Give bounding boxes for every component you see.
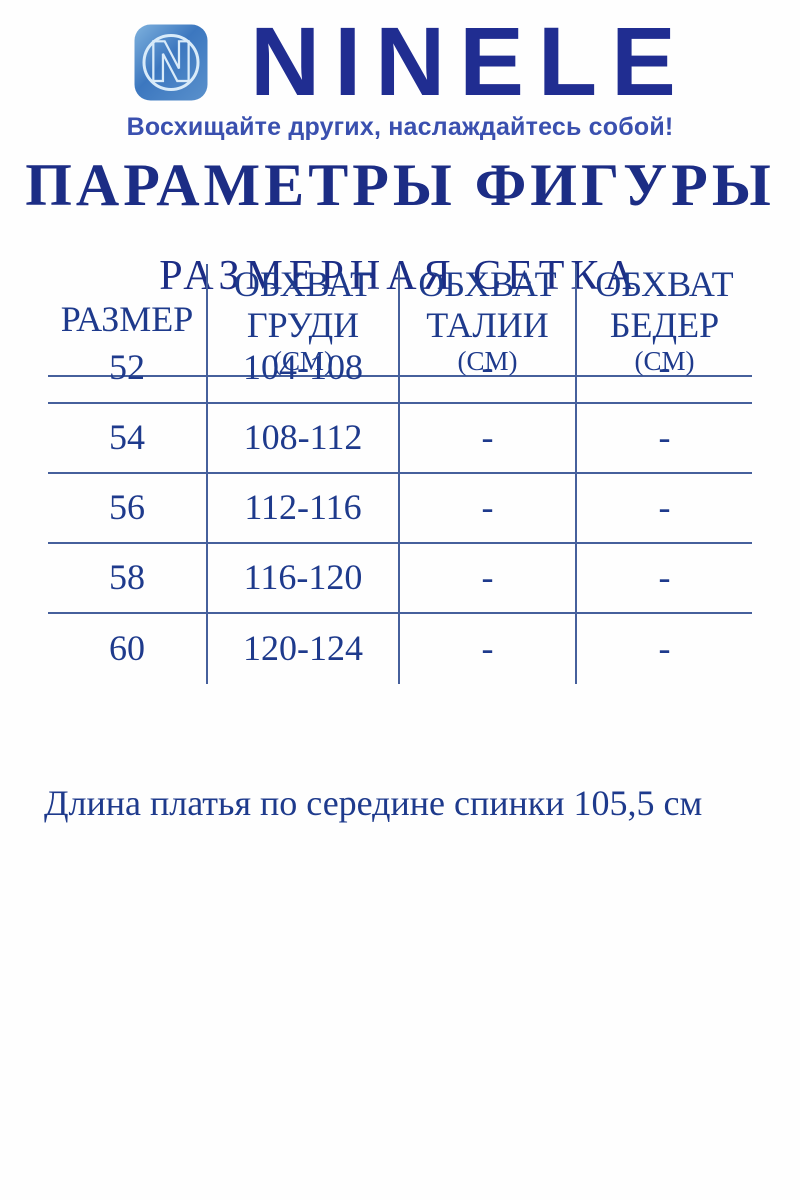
brand-logo-icon: N <box>134 24 208 100</box>
table-cell: 116-120 <box>208 544 400 614</box>
page-subtitle: РАЗМЕРНАЯ СЕТКА <box>159 253 641 300</box>
table-cell: - <box>400 614 577 684</box>
table-cell: - <box>658 628 671 669</box>
size-table: РАЗМЕР ОБХВАТ ГРУДИ (СМ) ОБХВАТ ТАЛИИ (С… <box>48 264 752 684</box>
brand-wordmark: NINELE <box>250 7 690 116</box>
col-header-label: ОБХВАТ ГРУДИ <box>233 264 373 345</box>
table-cell: 58 <box>48 544 208 614</box>
table-cell: - <box>400 474 577 544</box>
col-header-unit: (СМ) <box>273 345 333 376</box>
dress-length-note: Длина платья по середине спинки 105,5 см <box>44 783 703 823</box>
page-title: ПАРАМЕТРЫ ФИГУРЫ <box>25 152 775 218</box>
col-header-unit: (СМ) <box>634 345 695 376</box>
table-cell: 52 <box>48 334 208 404</box>
table-cell: 112-116 <box>208 474 400 544</box>
brand-tagline: Восхищайте других, наслаждайтесь собой! <box>126 113 674 141</box>
col-header-label: ОБХВАТ БЕДЕР <box>595 264 734 345</box>
logo-letter: N <box>149 31 194 94</box>
col-header-bust: ОБХВАТ ГРУДИ (СМ) <box>208 264 400 377</box>
table-cell: - <box>577 474 752 544</box>
table-cell: - <box>400 404 577 474</box>
table-cell: 56 <box>48 474 208 544</box>
table-cell: 54 <box>48 404 208 474</box>
col-header-waist: ОБХВАТ ТАЛИИ (СМ) <box>400 264 577 377</box>
table-cell: - <box>577 544 752 614</box>
table-cell: 104-108 <box>208 334 400 404</box>
table-cell: - <box>577 334 752 404</box>
logo-row: N NINELE <box>0 7 800 116</box>
brand-header: N NINELE Восхищайте других, наслаждайтес… <box>0 0 800 142</box>
table-cell: 120-124 <box>208 614 400 684</box>
col-header-label: РАЗМЕР <box>60 299 194 340</box>
table-cell: 60 <box>48 614 208 684</box>
col-header-unit: (СМ) <box>457 345 518 376</box>
table-cell: - <box>400 334 577 404</box>
table-cell: 108-112 <box>208 404 400 474</box>
col-header-hips: ОБХВАТ БЕДЕР (СМ) <box>577 264 752 377</box>
table-cell: - <box>400 544 577 614</box>
col-header-size: РАЗМЕР <box>48 264 208 377</box>
col-header-label: ОБХВАТ ТАЛИИ <box>418 264 557 345</box>
table-cell: - <box>577 404 752 474</box>
